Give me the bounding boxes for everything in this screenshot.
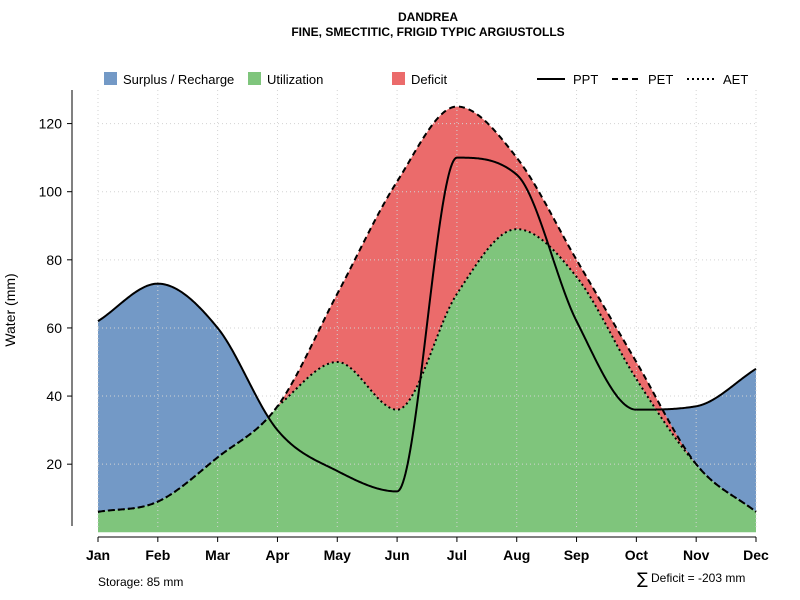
legend-label-ppt: PPT (573, 72, 598, 87)
y-tick-label: 80 (46, 252, 62, 268)
x-tick-label: Mar (205, 547, 230, 563)
y-tick-label: 100 (39, 184, 63, 200)
y-tick-label: 20 (46, 456, 62, 472)
aet-line (97, 228, 757, 513)
x-tick-label: Dec (743, 547, 769, 563)
area-layer (98, 106, 756, 533)
x-tick-label: Nov (683, 547, 710, 563)
grid-layer (97, 90, 757, 528)
chart-title: DANDREA (398, 10, 458, 24)
y-tick-label: 120 (39, 116, 63, 132)
ppt-line (97, 156, 757, 493)
x-tick-label: May (324, 547, 351, 563)
x-tick-label: Feb (145, 547, 170, 563)
legend-swatch-deficit (392, 72, 405, 85)
pet-line (97, 105, 757, 513)
legend-label-aet: AET (723, 72, 748, 87)
chart-subtitle: FINE, SMECTITIC, FRIGID TYPIC ARGIUSTOLL… (291, 25, 564, 39)
storage-annotation: Storage: 85 mm (98, 575, 183, 589)
utilization-area (98, 229, 756, 533)
legend-label-surplus: Surplus / Recharge (123, 72, 234, 87)
deficit-area (98, 106, 756, 512)
y-tick-label: 60 (46, 320, 62, 336)
legend-swatch-utilization (248, 72, 261, 85)
legend-swatch-surplus (104, 72, 117, 85)
y-tick-label: 40 (46, 388, 62, 404)
x-tick-label: Sep (564, 547, 590, 563)
x-tick-label: Jul (447, 547, 467, 563)
deficit-annotation: Deficit = -203 mm (651, 571, 745, 585)
legend: Surplus / Recharge Utilization Deficit P… (104, 72, 748, 87)
x-tick-label: Jun (385, 547, 410, 563)
x-tick-label: Jan (86, 547, 110, 563)
sum-symbol: ∑ (637, 569, 648, 588)
axis-layer: 20 40 60 80 100 120 Jan Feb Mar Apr May Jun Jul Aug Se… (39, 90, 769, 563)
line-layer (97, 105, 757, 513)
legend-label-utilization: Utilization (267, 72, 323, 87)
x-tick-label: Oct (625, 547, 649, 563)
legend-label-pet: PET (648, 72, 673, 87)
x-tick-label: Apr (265, 547, 290, 563)
x-tick-label: Aug (503, 547, 530, 563)
y-axis-title: Water (mm) (2, 273, 18, 346)
surplus-area (98, 106, 756, 512)
legend-label-deficit: Deficit (411, 72, 448, 87)
